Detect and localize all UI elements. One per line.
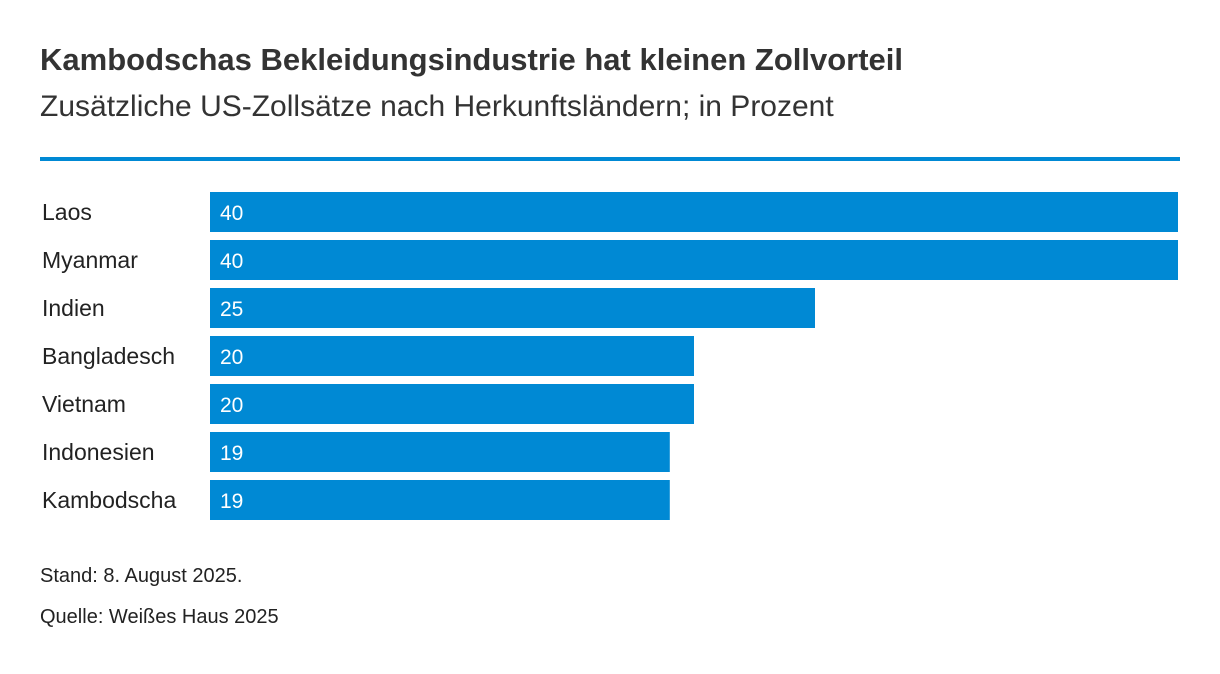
value-label-laos: 40: [220, 202, 243, 225]
value-label-vietnam: 20: [220, 394, 243, 417]
category-label-indien: Indien: [42, 295, 105, 321]
value-label-indien: 25: [220, 298, 243, 321]
bar-bangladesch: [210, 336, 694, 376]
value-label-bangladesch: 20: [220, 346, 243, 369]
category-label-indonesien: Indonesien: [42, 439, 155, 465]
bar-vietnam: [210, 384, 694, 424]
category-label-myanmar: Myanmar: [42, 247, 138, 273]
category-label-laos: Laos: [42, 199, 92, 225]
category-label-vietnam: Vietnam: [42, 391, 126, 417]
value-label-indonesien: 19: [220, 442, 243, 465]
bar-myanmar: [210, 240, 1178, 280]
bar-chart: Laos 40 Myanmar 40 Indien 25 Bangladesch 20 Viet…: [42, 192, 1178, 520]
category-label-bangladesch: Bangladesch: [42, 343, 175, 369]
bar-kambodscha: [210, 480, 670, 520]
category-label-kambodscha: Kambodscha: [42, 487, 176, 513]
chart-subtitle: Zusätzliche US-Zollsätze nach Herkunftsl…: [40, 90, 834, 123]
bar-laos: [210, 192, 1178, 232]
date-note: Stand: 8. August 2025.: [40, 565, 243, 587]
bar-indonesien: [210, 432, 670, 472]
chart-title: Kambodschas Bekleidungsindustrie hat kle…: [40, 42, 904, 77]
title-divider: [40, 157, 1180, 161]
bar-indien: [210, 288, 815, 328]
value-label-kambodscha: 19: [220, 490, 243, 513]
source-note: Quelle: Weißes Haus 2025: [40, 606, 279, 628]
value-label-myanmar: 40: [220, 250, 243, 273]
